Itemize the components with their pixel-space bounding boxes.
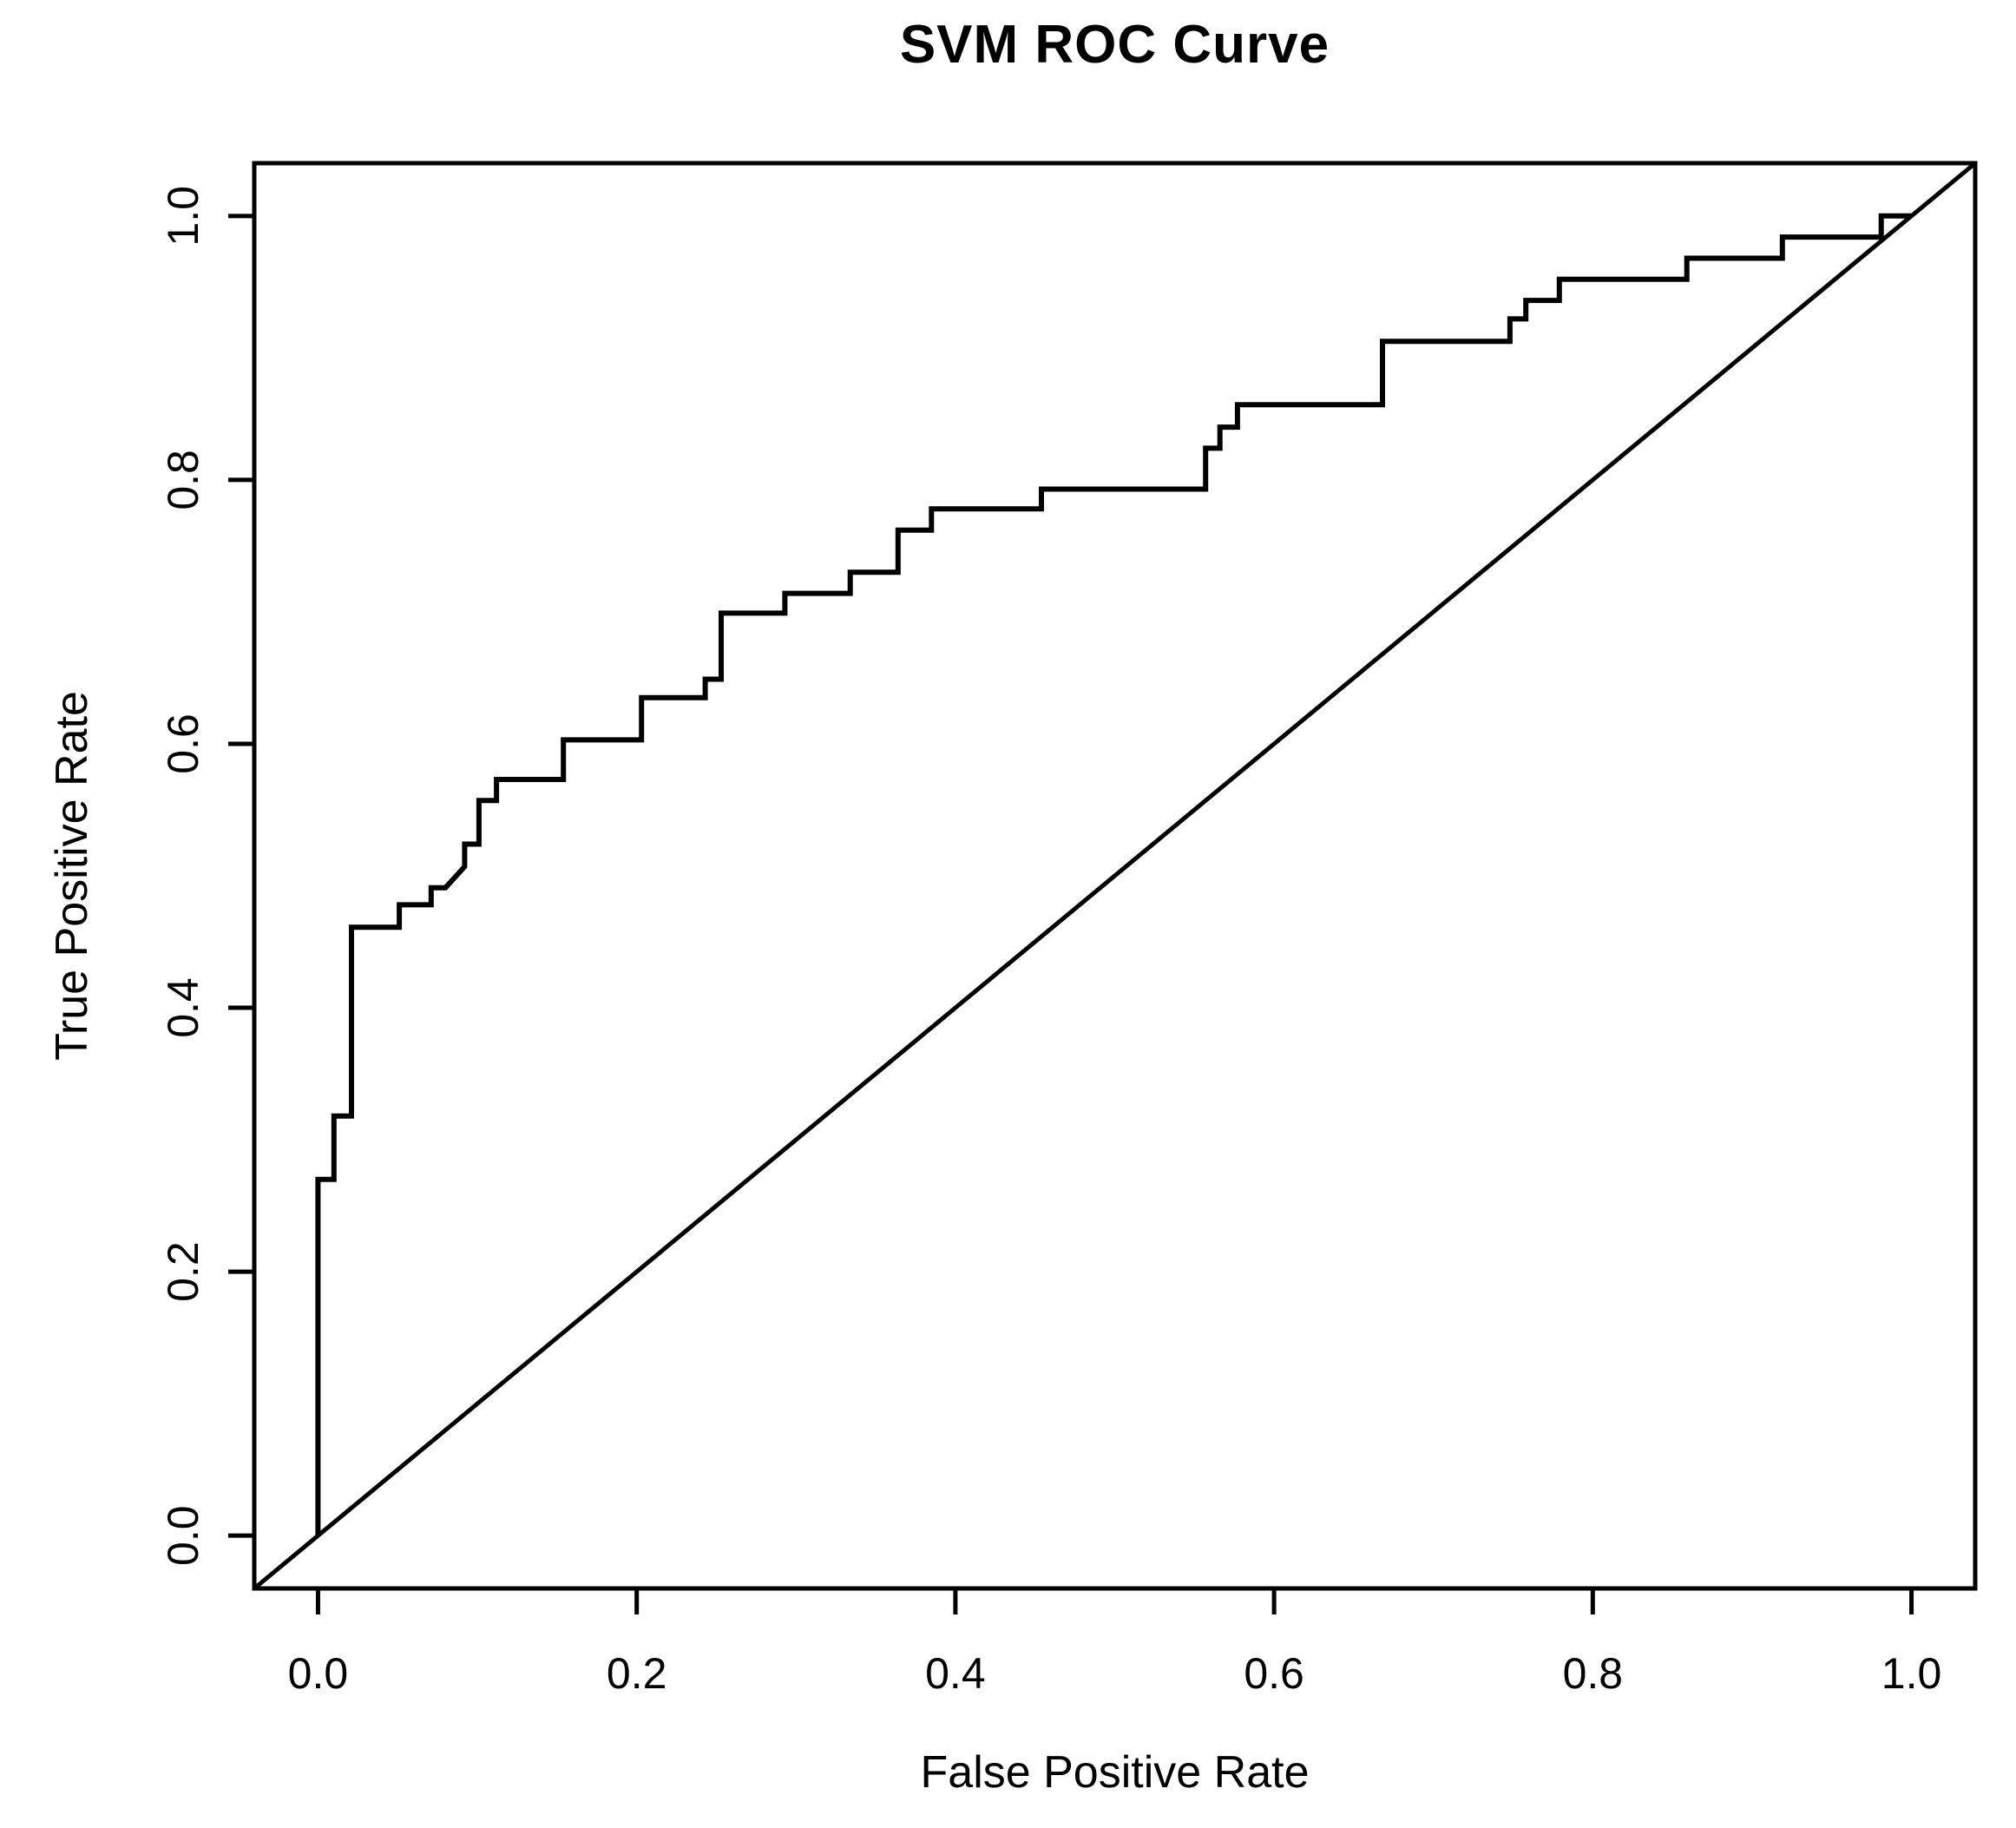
- y-tick-label: 0.6: [159, 713, 207, 774]
- x-tick-label: 0.2: [607, 1649, 667, 1698]
- x-tick-label: 0.6: [1244, 1649, 1304, 1698]
- chart-title: SVM ROC Curve: [899, 15, 1330, 75]
- y-tick-label: 0.4: [159, 977, 207, 1038]
- x-tick-label: 0.0: [288, 1649, 349, 1698]
- x-tick-label: 0.8: [1563, 1649, 1624, 1698]
- y-tick-label: 0.0: [159, 1505, 207, 1566]
- x-tick-label: 0.4: [925, 1649, 986, 1698]
- y-tick-label: 0.2: [159, 1241, 207, 1302]
- x-tick-label: 1.0: [1881, 1649, 1942, 1698]
- y-tick-label: 1.0: [159, 186, 207, 247]
- y-tick-label: 0.8: [159, 450, 207, 510]
- roc-curve: [315, 213, 1912, 1536]
- y-axis-label-box: True Positive Rate: [24, 163, 120, 1588]
- x-axis-label: False Positive Rate: [920, 1747, 1310, 1798]
- diagonal-line: [253, 161, 1977, 1590]
- y-axis-label: True Positive Rate: [47, 691, 97, 1061]
- plot-border: [252, 161, 1978, 1591]
